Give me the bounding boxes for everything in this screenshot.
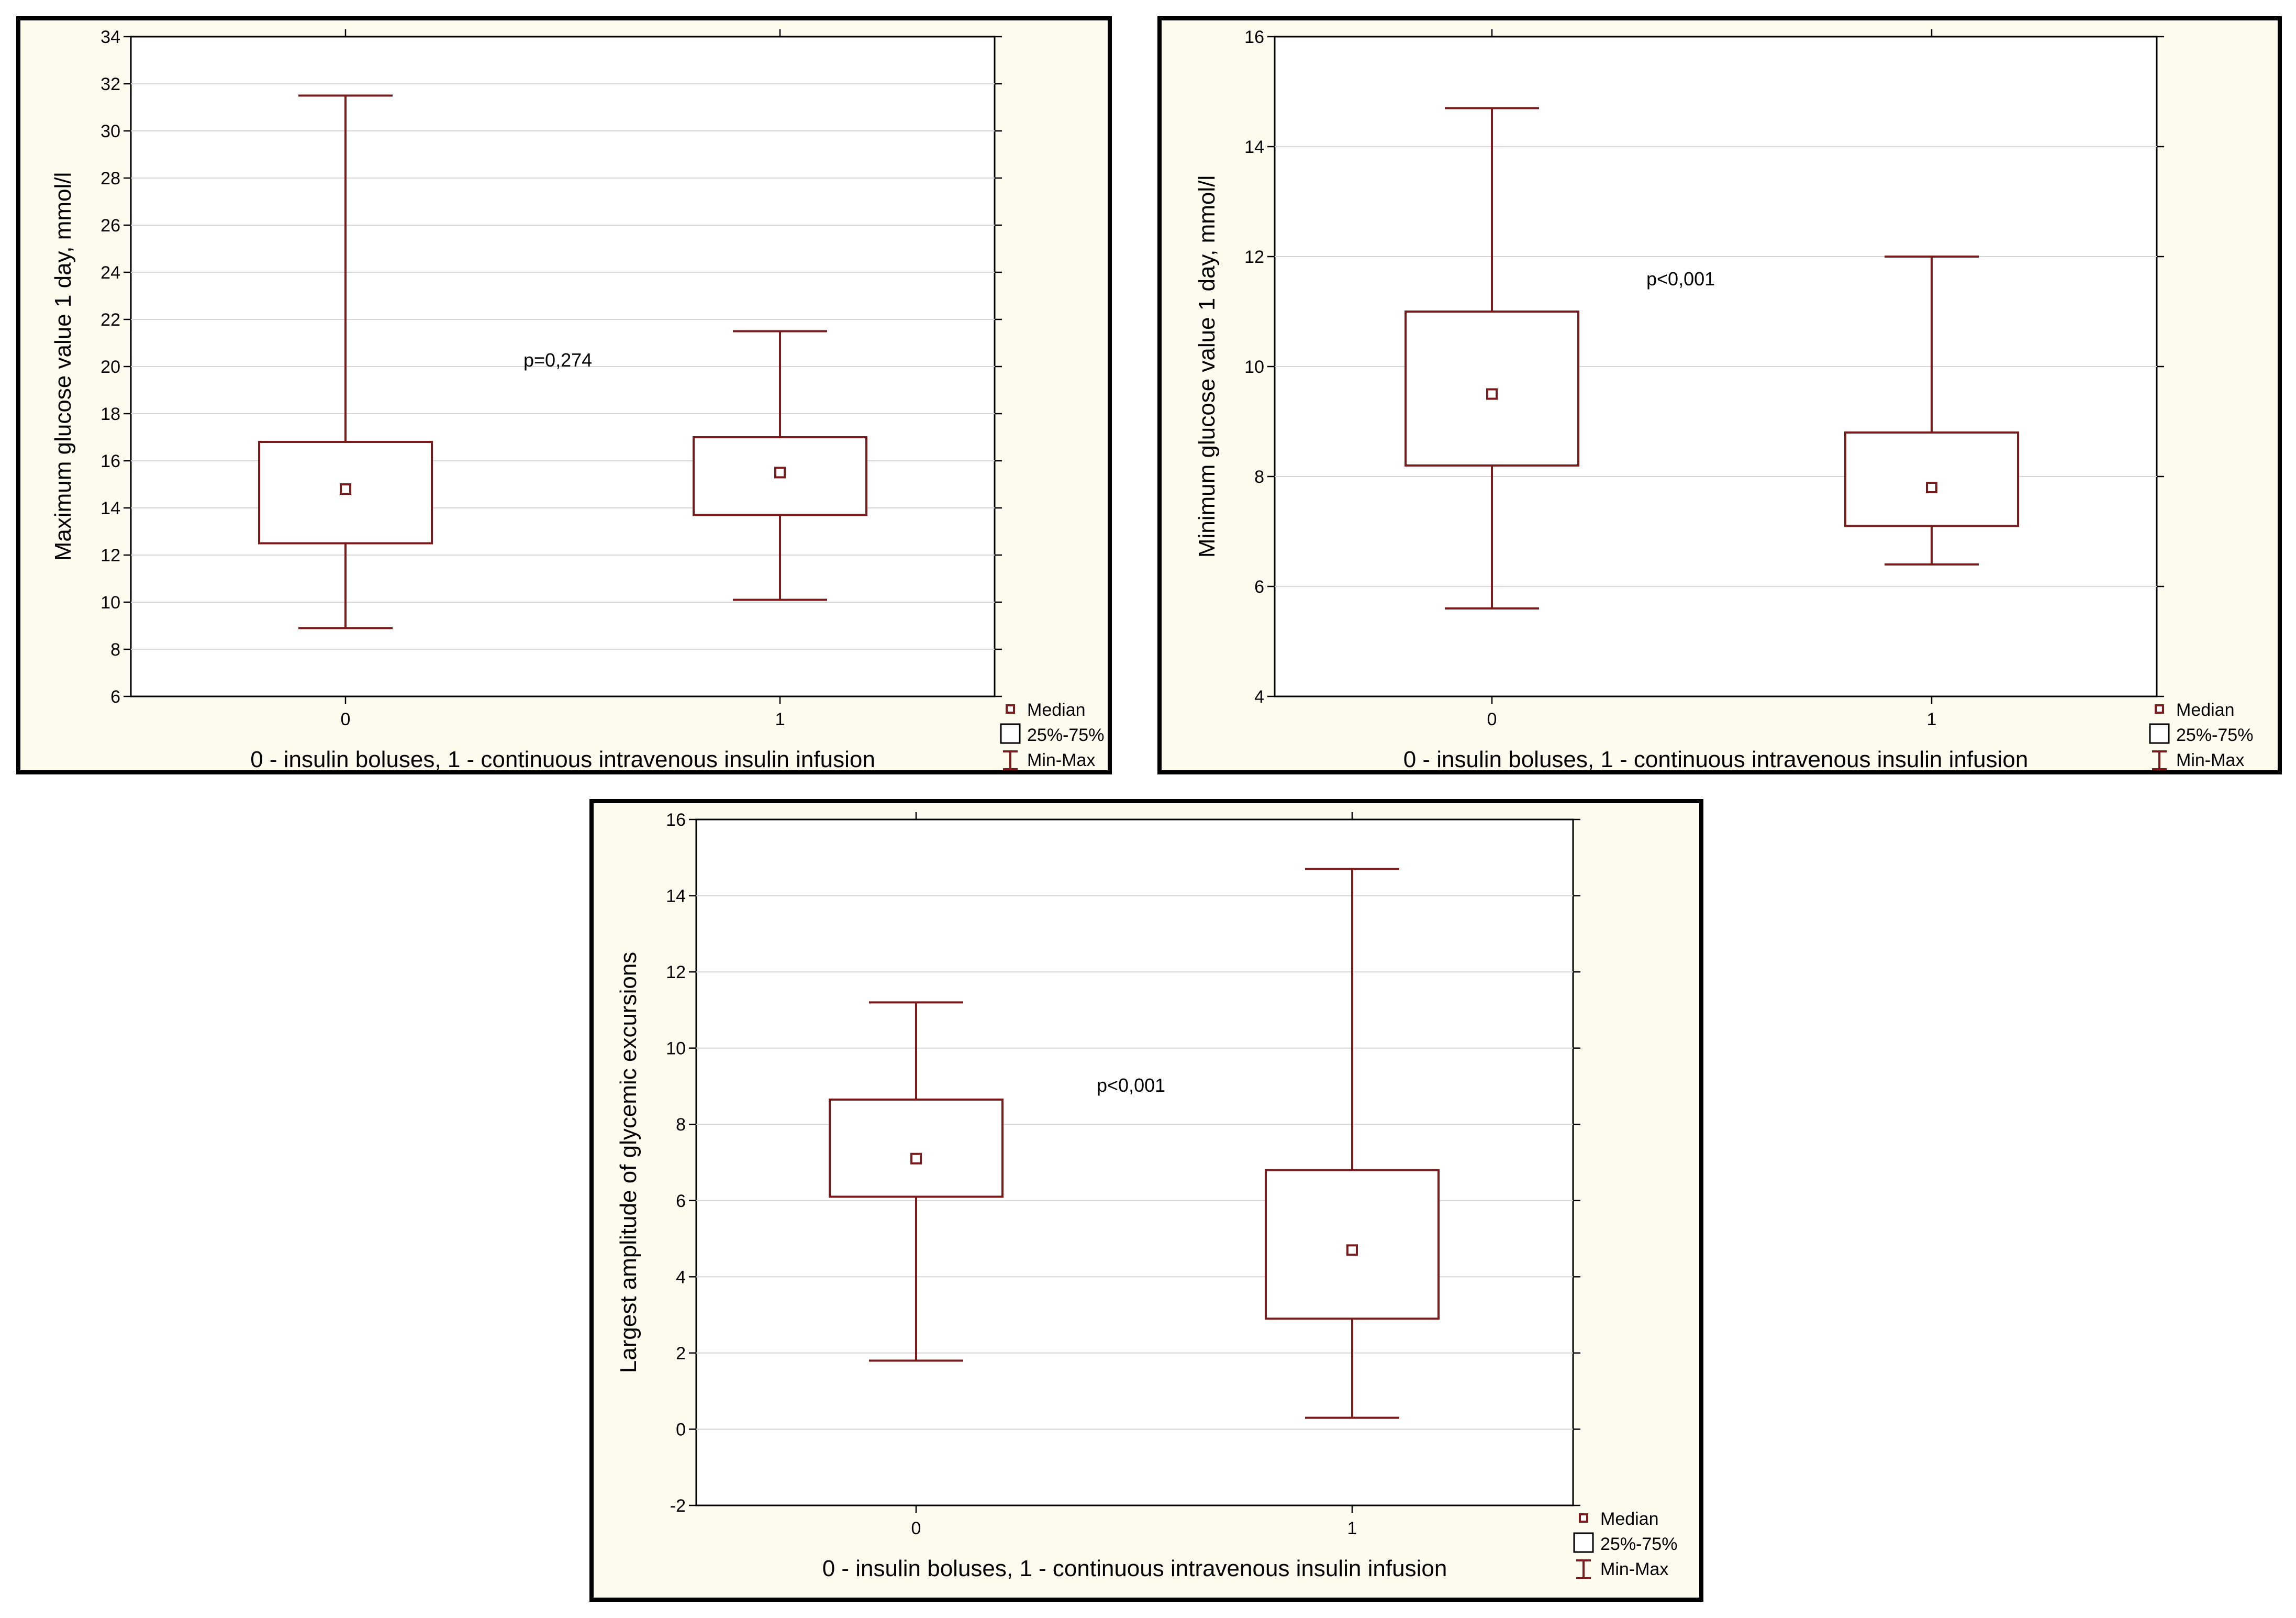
y-tick-label: 8 [1254, 467, 1264, 487]
y-tick-label: 22 [101, 310, 120, 330]
y-tick-label: 6 [676, 1191, 686, 1211]
y-tick-label: 0 [676, 1420, 686, 1439]
x-tick-label: 1 [1347, 1519, 1357, 1538]
legend-median-label: Median [1027, 700, 1086, 720]
x-axis-title: 0 - insulin boluses, 1 - continuous intr… [822, 1556, 1447, 1581]
box-plot-1 [1265, 868, 1440, 1419]
y-tick-label: 18 [101, 404, 120, 424]
legend-median-label: Median [2176, 700, 2235, 720]
median-marker [1486, 388, 1498, 400]
y-tick-label: 14 [101, 498, 120, 518]
median-marker [910, 1152, 922, 1165]
p-value-annotation: p=0,274 [523, 349, 592, 371]
y-tick-label: 10 [666, 1039, 686, 1059]
median-marker [340, 483, 351, 495]
chart-panel-2: 4 6 8 10 12 14 16 0 1 0 - insulin boluses, 1 - co… [1157, 16, 2282, 774]
y-tick-label: 26 [101, 216, 120, 236]
y-tick-label: 12 [666, 962, 686, 982]
x-axis-title: 0 - insulin boluses, 1 - continuous intr… [1403, 747, 2028, 772]
y-tick-label: 10 [101, 593, 120, 613]
legend-range-label: Min-Max [2176, 750, 2244, 770]
legend-iqr-label: 25%-75% [2176, 725, 2253, 745]
legend-median-icon [2155, 704, 2164, 714]
box-plot-0 [829, 1001, 1004, 1362]
y-tick-label: 32 [101, 74, 120, 94]
x-tick-label: 1 [1927, 710, 1937, 729]
y-tick-label: 30 [101, 121, 120, 141]
median-marker [1346, 1244, 1358, 1256]
iqr-box [1844, 431, 2019, 527]
legend-iqr-icon [1573, 1532, 1594, 1553]
y-tick-label: 28 [101, 169, 120, 189]
legend-range-label: Min-Max [1027, 750, 1095, 770]
legend-iqr-label: 25%-75% [1600, 1534, 1677, 1554]
y-tick-label: 20 [101, 357, 120, 377]
legend-median-icon [1006, 704, 1015, 714]
x-tick-label: 1 [775, 710, 785, 729]
legend-iqr-icon [1000, 723, 1021, 744]
legend-median-icon [1579, 1513, 1588, 1523]
y-tick-label: 2 [676, 1344, 686, 1364]
y-axis-title: Largest amplitude of glycemic excursions [616, 952, 641, 1373]
y-tick-label: 16 [1244, 27, 1264, 47]
y-axis-title: Maximum glucose value 1 day, mmol/l [50, 172, 76, 561]
box-plot-1 [693, 330, 867, 601]
legend-iqr-label: 25%-75% [1027, 725, 1104, 745]
x-tick-label: 0 [1487, 710, 1497, 729]
legend-median-label: Median [1600, 1509, 1659, 1529]
box-plot-0 [258, 94, 433, 629]
median-marker [1926, 482, 1937, 493]
box-plot-1 [1844, 256, 2019, 566]
box-plot-0 [1405, 107, 1579, 609]
y-axis-title: Minimum glucose value 1 day, mmol/l [1194, 175, 1220, 558]
y-tick-label: 6 [110, 687, 120, 707]
y-tick-label: 8 [110, 640, 120, 660]
y-tick-label: 16 [666, 810, 686, 830]
chart-panel-3: -2 0 2 4 6 8 10 12 14 16 0 1 0 - insulin boluses, 1 … [589, 799, 1703, 1602]
legend: Median 25%-75% Min-Max [1000, 700, 1104, 770]
chart-panel-1: 6 8 10 12 14 16 18 20 22 24 26 28 30 32 34 0 1 0 - insuli… [16, 16, 1112, 774]
iqr-box [829, 1098, 1004, 1198]
p-value-annotation: p<0,001 [1646, 268, 1715, 290]
y-tick-label: 24 [101, 263, 120, 283]
y-tick-label: 4 [1254, 687, 1264, 707]
legend-range-label: Min-Max [1600, 1559, 1668, 1579]
legend: Median 25%-75% Min-Max [2149, 700, 2253, 770]
x-tick-label: 0 [341, 710, 351, 729]
y-tick-label: 12 [101, 546, 120, 566]
p-value-annotation: p<0,001 [1097, 1074, 1165, 1096]
legend: Median 25%-75% Min-Max [1573, 1509, 1677, 1579]
legend-iqr-icon [2149, 723, 2170, 744]
y-tick-label: 14 [1244, 137, 1264, 157]
y-tick-label: -2 [670, 1496, 686, 1516]
y-tick-label: 16 [101, 451, 120, 471]
y-tick-label: 4 [676, 1267, 686, 1287]
plot-area [695, 818, 1574, 1506]
x-tick-label: 0 [911, 1519, 921, 1538]
y-tick-label: 14 [666, 886, 686, 906]
median-marker [774, 467, 786, 479]
y-tick-label: 12 [1244, 247, 1264, 267]
y-tick-label: 34 [101, 27, 120, 47]
x-axis-title: 0 - insulin boluses, 1 - continuous intr… [250, 747, 875, 772]
y-tick-label: 8 [676, 1115, 686, 1135]
y-tick-label: 10 [1244, 357, 1264, 377]
y-tick-label: 6 [1254, 577, 1264, 597]
